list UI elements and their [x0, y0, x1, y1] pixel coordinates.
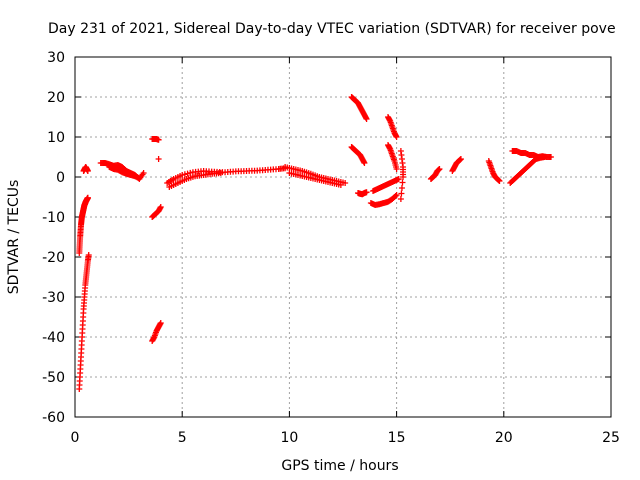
grid-lines — [75, 57, 611, 417]
series-pass-13h-high — [348, 94, 370, 122]
y-tick-label: -40 — [42, 330, 65, 346]
data-points — [76, 94, 554, 392]
data-point — [457, 156, 464, 162]
data-point — [393, 134, 400, 140]
series-pass-4h-deep — [149, 320, 164, 344]
series-pass-17h — [427, 166, 443, 182]
x-tick-label: 20 — [495, 430, 513, 446]
data-point — [155, 156, 162, 162]
x-tick-label: 5 — [178, 430, 187, 446]
plot-frame — [74, 56, 612, 418]
y-tick-label: 0 — [56, 170, 65, 186]
data-point — [157, 320, 164, 326]
series-pass-14h-low — [367, 192, 400, 208]
series-pass-1-3h-lower — [106, 164, 143, 182]
y-tick-label: -10 — [42, 210, 65, 226]
series-pass-13h-low — [355, 189, 370, 198]
series-pass-4h-high — [149, 136, 162, 143]
chart-title: Day 231 of 2021, Sidereal Day-to-day VTE… — [48, 21, 616, 37]
data-point — [84, 194, 91, 201]
data-point — [393, 192, 400, 198]
x-tick-label: 10 — [280, 430, 298, 446]
data-point — [184, 170, 191, 177]
data-point — [392, 193, 399, 199]
x-tick-label: 15 — [388, 430, 406, 446]
series-pass-early-deep — [76, 252, 92, 392]
series-pass-18h — [449, 156, 464, 174]
series-pass-20-22h-rise — [507, 154, 548, 186]
data-point — [363, 116, 370, 122]
y-axis-label: SDTVAR / TECUs — [6, 180, 22, 295]
data-point — [361, 160, 368, 166]
y-tick-label: 20 — [47, 90, 65, 106]
data-point — [393, 166, 400, 172]
data-point — [400, 174, 407, 180]
data-point — [342, 180, 349, 186]
data-point — [436, 166, 443, 172]
y-tick-label: -20 — [42, 250, 65, 266]
data-point — [337, 182, 344, 188]
series-pass-15h-mid — [385, 142, 400, 172]
series-pass-4h-mid — [149, 204, 164, 220]
x-axis-label: GPS time / hours — [281, 458, 398, 474]
y-tick-label: -30 — [42, 290, 65, 306]
y-tick-label: 30 — [47, 50, 65, 66]
data-point — [179, 172, 186, 178]
data-point — [140, 170, 147, 176]
series-pass-early-short — [80, 164, 91, 174]
series-pass-early-steep — [76, 194, 91, 256]
y-tick-label: -50 — [42, 370, 65, 386]
data-point — [363, 189, 370, 196]
data-point — [136, 175, 143, 182]
axis-ticks: 0 5 10 15 20 25 -60 -50 -40 -30 -20 -10 0 10 20 30 — [42, 50, 620, 446]
data-point — [157, 204, 164, 210]
data-point — [398, 190, 405, 197]
series-pass-4h-single — [155, 156, 162, 162]
data-point — [217, 170, 224, 176]
y-tick-label: -60 — [42, 410, 65, 426]
data-point — [84, 168, 91, 174]
data-point — [541, 154, 548, 160]
data-point — [496, 178, 503, 184]
data-point — [181, 171, 188, 178]
series-pass-10-12h-lower — [286, 170, 344, 188]
data-point — [399, 179, 406, 186]
data-point — [397, 196, 404, 202]
series-pass-4-7h-lower — [166, 170, 224, 190]
series-pass-15h-singles — [397, 148, 407, 202]
series-pass-14-15h — [370, 176, 402, 194]
data-point — [155, 136, 162, 143]
series-pass-13h-mid — [348, 144, 368, 166]
x-tick-label: 25 — [602, 430, 620, 446]
data-point — [85, 252, 92, 258]
data-point — [395, 176, 402, 182]
y-tick-label: 10 — [47, 130, 65, 146]
x-tick-label: 0 — [71, 430, 80, 446]
data-point — [398, 185, 405, 191]
data-point — [547, 154, 554, 160]
series-pass-19-20h — [485, 158, 503, 184]
series-pass-15h-high — [385, 114, 400, 140]
